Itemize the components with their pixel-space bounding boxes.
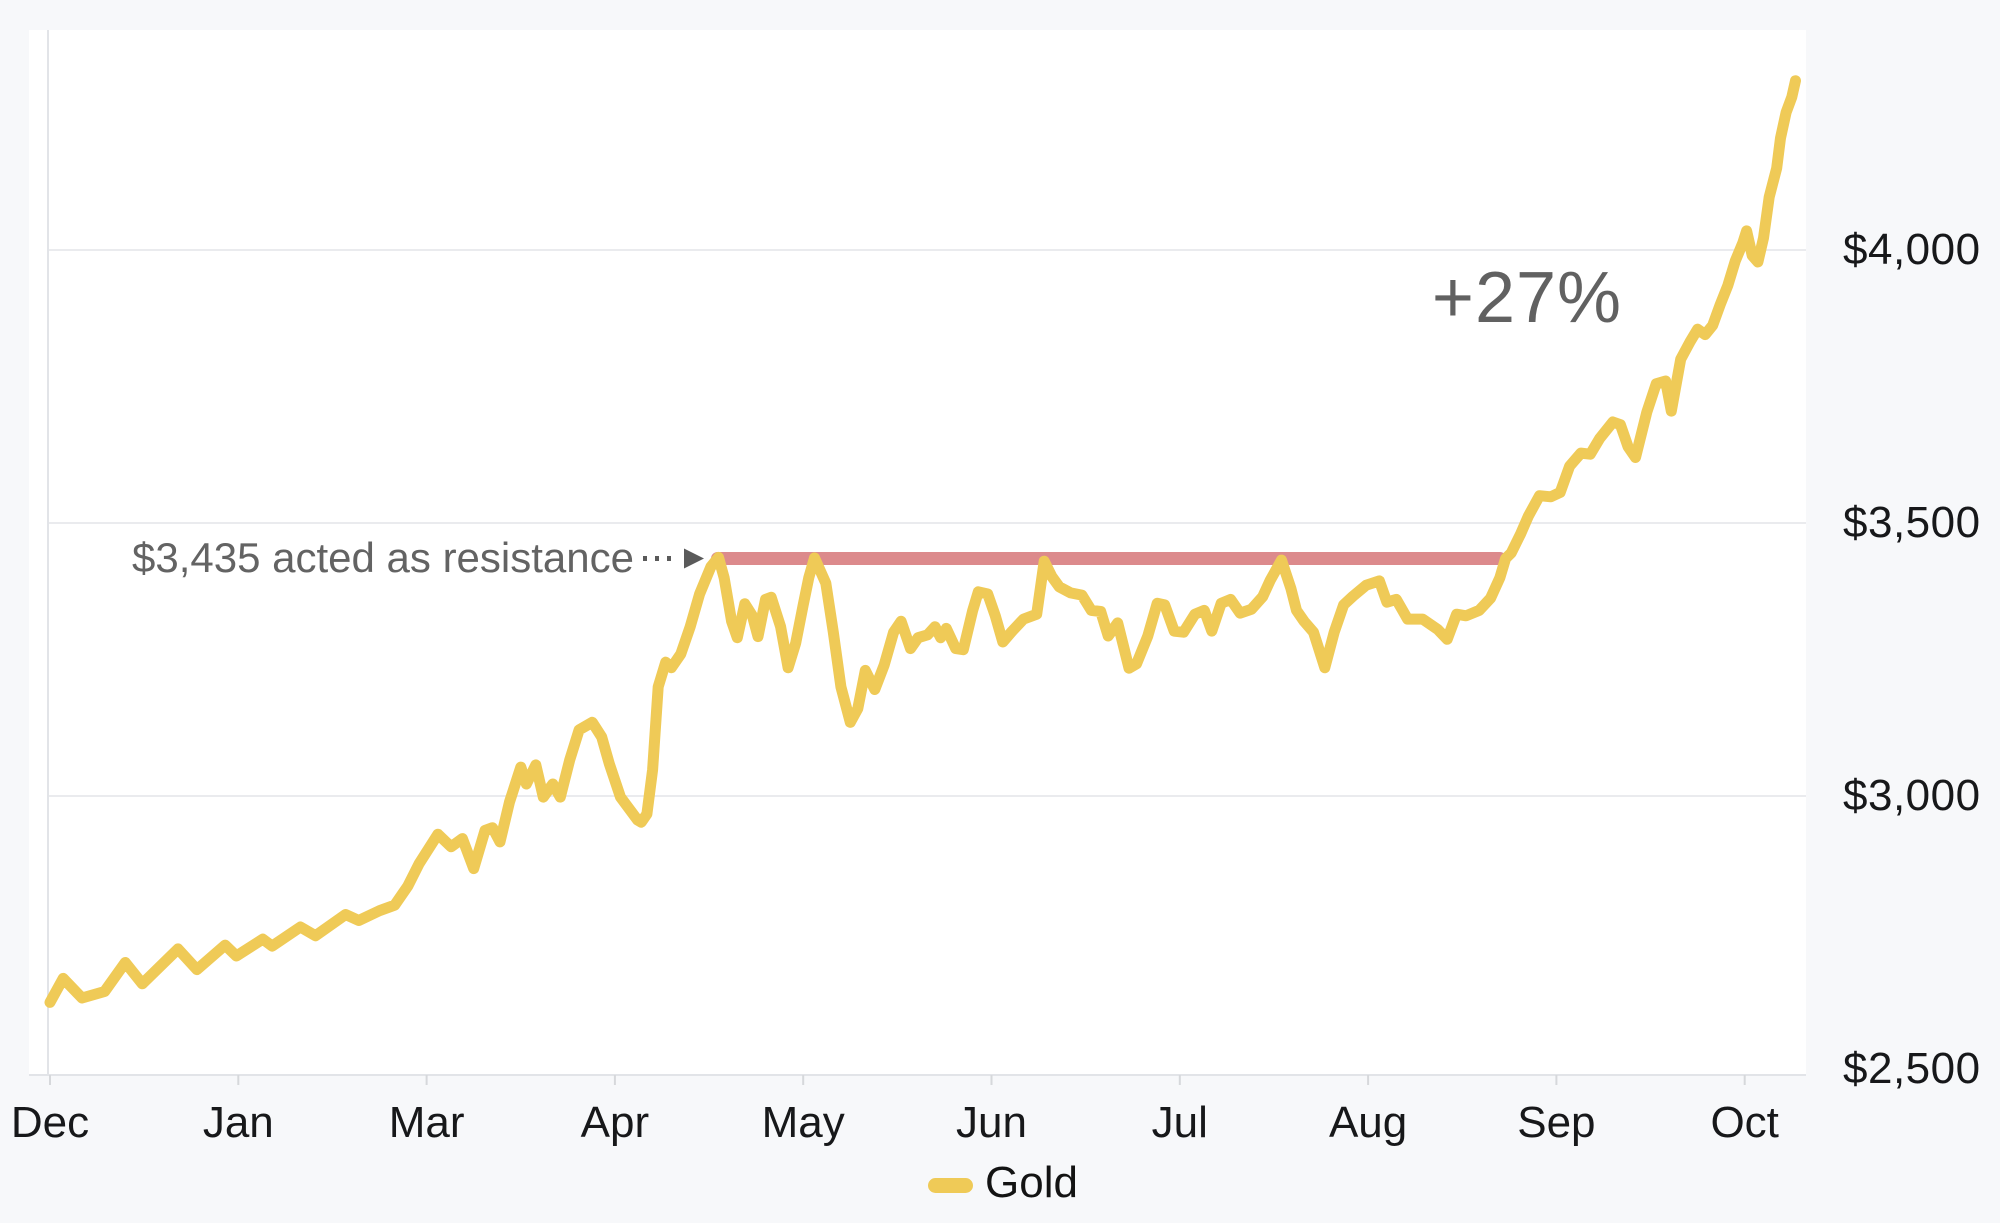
resistance-annotation-text: $3,435 acted as resistance xyxy=(132,534,634,582)
x-axis-tick-label: Sep xyxy=(1517,1098,1596,1147)
x-axis-tick-label: Jan xyxy=(202,1098,274,1147)
x-axis-tick-label: Mar xyxy=(388,1098,465,1147)
x-axis-tick-label: Jul xyxy=(1151,1098,1208,1147)
gold-series-swatch-icon xyxy=(928,1177,973,1193)
x-axis-tick-label: Apr xyxy=(580,1098,650,1147)
legend: Gold xyxy=(928,1158,1078,1208)
legend-label: Gold xyxy=(985,1158,1078,1207)
gold-price-line xyxy=(44,75,1801,1008)
x-axis-tick-label: Dec xyxy=(10,1098,90,1147)
resistance-arrow-head-icon xyxy=(684,548,704,569)
y-axis-tick-label: $2,500 xyxy=(1843,1044,1981,1093)
y-axis-tick-label: $4,000 xyxy=(1843,225,1981,274)
x-axis-tick-label: Aug xyxy=(1328,1098,1408,1147)
y-axis-tick-label: $3,500 xyxy=(1843,498,1981,547)
y-axis-tick-label: $3,000 xyxy=(1843,771,1981,820)
x-axis-tick-label: May xyxy=(761,1098,845,1147)
percent-gain-label: +27% xyxy=(1431,258,1623,338)
x-axis-tick-label: Oct xyxy=(1710,1098,1779,1147)
x-axis-tick-label: Jun xyxy=(956,1098,1027,1147)
resistance-annotation: $3,435 acted as resistance xyxy=(0,531,634,585)
